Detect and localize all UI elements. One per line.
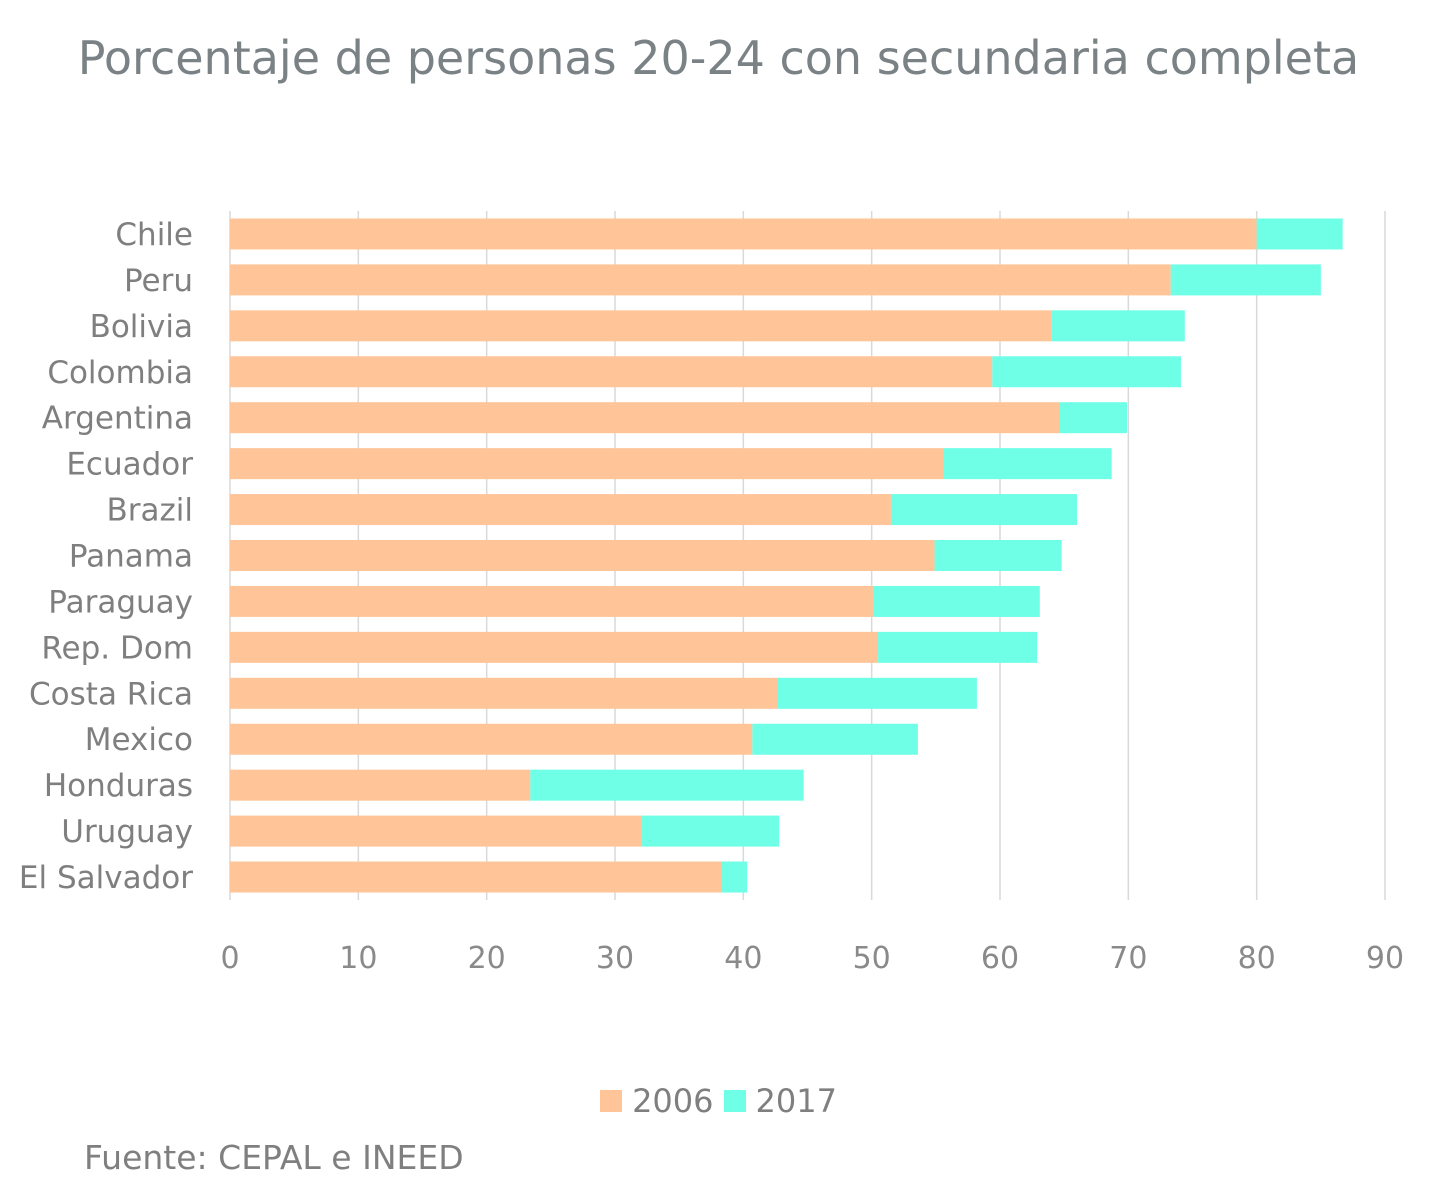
category-label: Chile <box>115 217 193 253</box>
bar-2017-costa-rica <box>777 677 977 709</box>
x-tick-label: 40 <box>724 941 762 976</box>
legend-swatch-2017 <box>723 1090 746 1112</box>
category-label: Argentina <box>42 401 193 437</box>
category-label: Rep. Dom <box>41 630 193 666</box>
category-label: Mexico <box>85 722 193 758</box>
bar-2006-brazil <box>230 494 891 526</box>
x-tick-label: 60 <box>981 941 1019 976</box>
bar-2017-brazil <box>890 494 1077 526</box>
category-label: El Salvador <box>19 860 193 896</box>
category-label: Ecuador <box>66 447 193 483</box>
bar-2006-mexico <box>230 723 753 755</box>
category-label: Honduras <box>44 768 193 804</box>
bar-2017-chile <box>1256 218 1343 250</box>
category-label: Bolivia <box>90 309 193 345</box>
bar-2006-ecuador <box>230 448 944 480</box>
chart-title: Porcentaje de personas 20-24 con secunda… <box>77 31 1360 85</box>
bar-2017-mexico <box>752 723 918 755</box>
x-axis-tick-labels: 0 10 20 30 40 50 60 70 80 90 <box>220 941 1404 976</box>
bar-2017-peru <box>1170 264 1321 296</box>
bar-2017-colombia <box>992 356 1181 388</box>
bars <box>230 218 1343 893</box>
bar-2017-ecuador <box>943 448 1112 480</box>
legend: 2006 2017 <box>0 1082 1437 1120</box>
bar-2017-paraguay <box>872 585 1040 617</box>
bar-2006-bolivia <box>230 310 1052 342</box>
legend-swatch-2006 <box>600 1090 623 1112</box>
legend-label-2017: 2017 <box>755 1082 837 1120</box>
bar-2006-costa-rica <box>230 677 778 709</box>
category-label: Colombia <box>47 355 193 391</box>
source-note: Fuente: CEPAL e INEED <box>84 1138 464 1177</box>
bar-2017-argentina <box>1059 402 1128 434</box>
x-tick-label: 10 <box>339 941 377 976</box>
category-labels: Chile Peru Bolivia Colombia Argentina Ecuador… <box>19 217 193 896</box>
bar-2006-honduras <box>230 769 531 801</box>
category-label: Costa Rica <box>29 676 193 712</box>
legend-label-2006: 2006 <box>632 1082 714 1120</box>
bar-2017-bolivia <box>1051 310 1185 342</box>
x-tick-label: 50 <box>853 941 891 976</box>
bar-2017-uruguay <box>641 815 780 847</box>
bar-2006-panama <box>230 540 935 571</box>
bar-2017-panama <box>934 540 1062 571</box>
bar-2006-el-salvador <box>230 861 722 893</box>
bar-2006-paraguay <box>230 585 873 617</box>
x-tick-label: 30 <box>596 941 634 976</box>
legend-item-2017: 2017 <box>723 1082 837 1120</box>
bar-2017-el-salvador <box>721 861 748 893</box>
category-label: Brazil <box>106 493 193 529</box>
bar-2006-uruguay <box>230 815 642 847</box>
bar-2006-argentina <box>230 402 1060 434</box>
x-tick-label: 70 <box>1109 941 1147 976</box>
category-label: Panama <box>69 539 193 575</box>
bar-2017-rep-dom <box>878 631 1038 663</box>
bar-2006-peru <box>230 264 1171 296</box>
legend-item-2006: 2006 <box>600 1082 714 1120</box>
category-label: Peru <box>124 263 193 299</box>
x-tick-label: 90 <box>1366 941 1404 976</box>
x-tick-label: 0 <box>220 941 239 976</box>
x-tick-label: 20 <box>468 941 506 976</box>
category-label: Uruguay <box>61 814 193 850</box>
category-label: Paraguay <box>48 584 193 620</box>
bar-2006-rep-dom <box>230 631 879 663</box>
bar-2006-chile <box>230 218 1257 250</box>
bar-2017-honduras <box>530 769 804 801</box>
bar-2006-colombia <box>230 356 993 388</box>
x-tick-label: 80 <box>1238 941 1276 976</box>
